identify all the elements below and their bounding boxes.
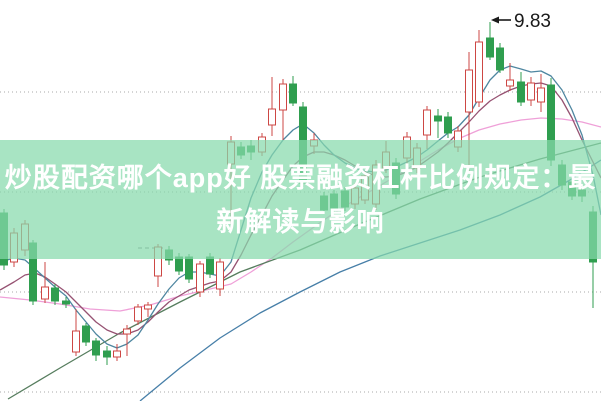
high-annotation-label: 9.83 xyxy=(514,11,551,32)
candle-body xyxy=(62,300,70,305)
candle-body xyxy=(268,108,276,126)
headline-banner-overlay: 炒股配资哪个app好 股票融资杠杆比例规定：最 新解读与影响 xyxy=(0,140,601,259)
candle-body xyxy=(144,304,152,310)
candle-body xyxy=(506,79,514,87)
headline-line-1: 炒股配资哪个app好 股票融资杠杆比例规定：最 xyxy=(4,162,597,193)
candle-body xyxy=(444,116,452,134)
candle-body xyxy=(92,340,100,356)
candle-body xyxy=(41,286,49,300)
candle-body xyxy=(185,256,193,280)
candle-body xyxy=(496,47,504,71)
candle-body xyxy=(279,83,287,111)
candle-body xyxy=(527,82,535,101)
candle-body xyxy=(72,330,80,353)
candle-body xyxy=(465,69,473,113)
candle-body xyxy=(206,256,214,275)
candle-body xyxy=(517,81,525,103)
candle-body xyxy=(486,37,494,58)
high-annotation: 9.83 xyxy=(491,11,551,32)
candle-body xyxy=(51,287,59,302)
candle-body xyxy=(196,263,204,293)
candle-body xyxy=(289,83,297,104)
candle-body xyxy=(134,306,142,322)
candle-body xyxy=(537,87,545,103)
candle-body xyxy=(423,109,431,136)
annotation-arrowhead xyxy=(491,16,499,24)
candle-body xyxy=(434,115,442,122)
candle-body xyxy=(175,256,183,272)
candle-body xyxy=(475,41,483,103)
headline-line-2: 新解读与影响 xyxy=(216,206,385,237)
candle-body xyxy=(113,350,121,358)
candle-body xyxy=(216,261,224,290)
candle-body xyxy=(82,325,90,343)
candle-body xyxy=(103,350,111,358)
candle-body xyxy=(123,328,131,335)
